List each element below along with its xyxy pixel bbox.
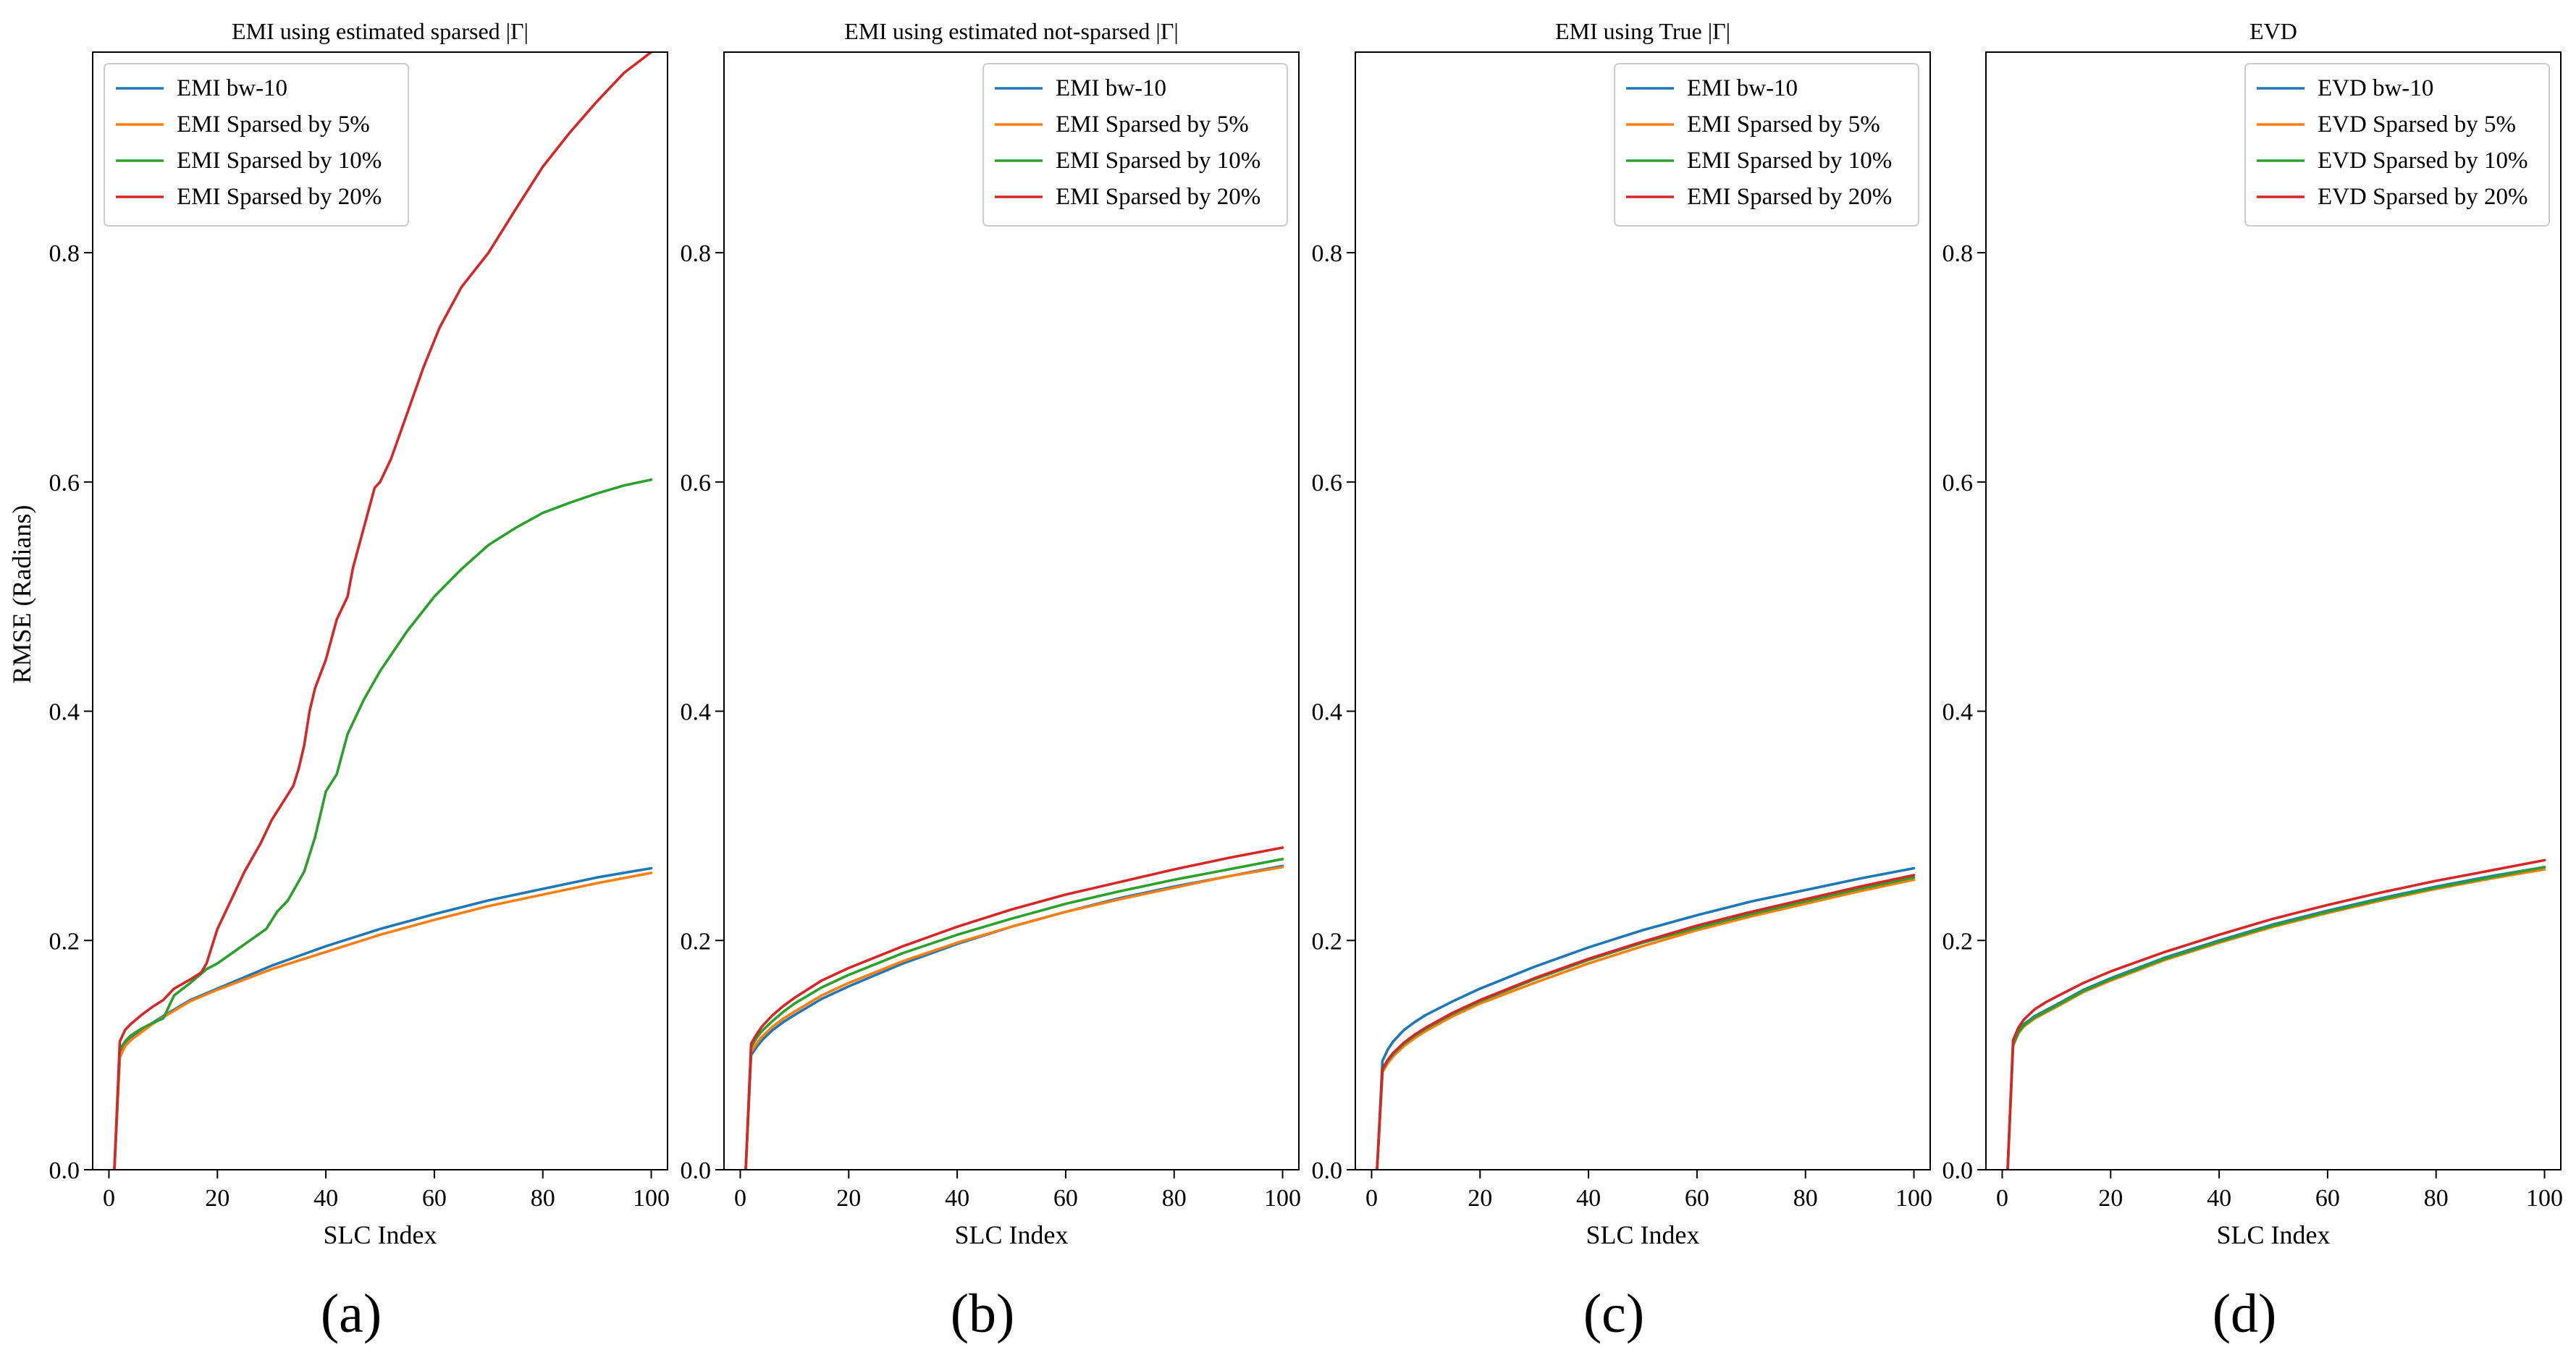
x-tick-label: 0	[734, 1185, 746, 1212]
x-tick-label: 20	[205, 1185, 230, 1212]
x-tick-label: 40	[1576, 1185, 1601, 1212]
y-axis-label: RMSE (Radians)	[7, 505, 36, 684]
legend: EMI bw-10 EMI Sparsed by 5% EMI Sparsed by…	[104, 64, 408, 226]
y-tick-label: 0.4	[1312, 699, 1343, 726]
figure: RMSE (Radians) 0 20 40 60 80 100 0.0 0.2 0.4 0.6 0…	[0, 0, 2576, 1363]
legend: EVD bw-10 EVD Sparsed by 5% EVD Sparsed by…	[2245, 64, 2549, 226]
x-axis-label: SLC Index	[324, 1220, 437, 1249]
x-tick-label: 100	[1264, 1185, 1301, 1212]
x-tick-label: 60	[2315, 1185, 2340, 1212]
y-tick-label: 0.6	[681, 470, 712, 497]
legend-entry-4: EMI Sparsed by 20%	[1056, 184, 1260, 210]
legend-entry-4: EMI Sparsed by 20%	[1687, 184, 1892, 210]
y-tick-label: 0.2	[1312, 928, 1343, 955]
y-tick-label: 0.4	[681, 699, 712, 726]
x-tick-label: 100	[2526, 1185, 2563, 1212]
legend-entry-3: EMI Sparsed by 10%	[177, 148, 382, 174]
legend-entry-3: EVD Sparsed by 10%	[2318, 148, 2528, 174]
x-tick-label: 20	[2098, 1185, 2123, 1212]
x-tick-label: 0	[1365, 1185, 1378, 1212]
y-tick-label: 0.8	[49, 240, 80, 267]
chart-title: EMI using True |Γ|	[1555, 18, 1730, 44]
legend-entry-1: EMI bw-10	[177, 75, 287, 101]
panel-label: (a)	[321, 1283, 382, 1344]
legend-entry-2: EMI Sparsed by 5%	[177, 111, 370, 138]
y-tick-label: 0.2	[1942, 928, 1974, 955]
x-tick-label: 100	[1895, 1185, 1932, 1212]
legend: EMI bw-10 EMI Sparsed by 5% EMI Sparsed by…	[983, 64, 1287, 226]
y-tick-label: 0.8	[681, 240, 712, 267]
legend-entry-2: EMI Sparsed by 5%	[1056, 111, 1249, 138]
y-tick-label: 0.6	[49, 470, 80, 497]
legend-entry-1: EVD bw-10	[2318, 75, 2433, 101]
panel-label: (c)	[1583, 1283, 1644, 1344]
x-tick-label: 20	[836, 1185, 861, 1212]
y-tick-label: 0.0	[1942, 1157, 1974, 1184]
legend-entry-2: EMI Sparsed by 5%	[1687, 111, 1880, 138]
legend-entry-1: EMI bw-10	[1687, 75, 1798, 101]
y-tick-label: 0.2	[681, 928, 712, 955]
y-tick-label: 0.4	[49, 699, 80, 726]
x-tick-label: 80	[2424, 1185, 2449, 1212]
legend-entry-2: EVD Sparsed by 5%	[2318, 111, 2516, 138]
x-tick-label: 60	[1685, 1185, 1709, 1212]
x-axis-label: SLC Index	[1586, 1220, 1700, 1249]
y-tick-label: 0.4	[1942, 699, 1974, 726]
legend: EMI bw-10 EMI Sparsed by 5% EMI Sparsed by…	[1615, 64, 1919, 226]
x-tick-label: 60	[422, 1185, 447, 1212]
x-tick-label: 20	[1468, 1185, 1492, 1212]
legend-entry-1: EMI bw-10	[1056, 75, 1166, 101]
x-tick-label: 0	[103, 1185, 115, 1212]
x-tick-label: 60	[1053, 1185, 1078, 1212]
x-tick-label: 80	[531, 1185, 555, 1212]
panel-label: (d)	[2213, 1283, 2277, 1344]
legend-entry-4: EMI Sparsed by 20%	[177, 184, 382, 210]
y-tick-label: 0.0	[1312, 1157, 1343, 1184]
chart-title: EMI using estimated not-sparsed |Γ|	[844, 18, 1178, 44]
legend-entry-3: EMI Sparsed by 10%	[1056, 148, 1260, 174]
x-tick-label: 100	[633, 1185, 670, 1212]
y-tick-label: 0.2	[49, 928, 80, 955]
legend-entry-3: EMI Sparsed by 10%	[1687, 148, 1892, 174]
x-axis-label: SLC Index	[2217, 1220, 2331, 1249]
y-tick-label: 0.0	[681, 1157, 712, 1184]
x-tick-label: 40	[2207, 1185, 2231, 1212]
chart-title: EVD	[2249, 18, 2297, 44]
x-tick-label: 80	[1162, 1185, 1187, 1212]
y-tick-label: 0.6	[1312, 470, 1343, 497]
chart-title: EMI using estimated sparsed |Γ|	[232, 18, 529, 44]
y-tick-label: 0.8	[1312, 240, 1343, 267]
y-tick-label: 0.8	[1942, 240, 1974, 267]
y-tick-label: 0.6	[1942, 470, 1974, 497]
x-axis-label: SLC Index	[955, 1220, 1069, 1249]
panel-label: (b)	[951, 1283, 1015, 1344]
x-tick-label: 40	[313, 1185, 338, 1212]
x-tick-label: 40	[945, 1185, 969, 1212]
x-tick-label: 80	[1793, 1185, 1818, 1212]
y-tick-label: 0.0	[49, 1157, 80, 1184]
x-tick-label: 0	[1996, 1185, 2008, 1212]
legend-entry-4: EVD Sparsed by 20%	[2318, 184, 2528, 210]
